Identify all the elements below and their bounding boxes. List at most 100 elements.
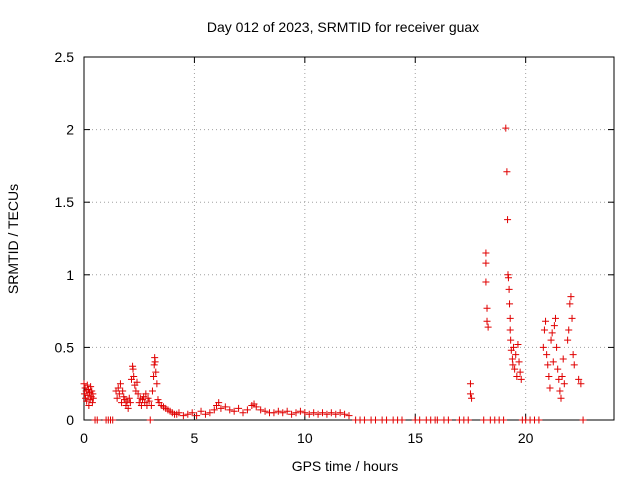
- data-point: [279, 409, 287, 417]
- data-point: [283, 407, 291, 415]
- data-point: [239, 409, 247, 417]
- data-point: [314, 410, 322, 418]
- data-point: [504, 216, 512, 224]
- data-point: [466, 390, 474, 398]
- data-point: [151, 358, 159, 366]
- data-point: [130, 372, 138, 380]
- data-point: [566, 300, 574, 308]
- data-point: [217, 404, 225, 412]
- data-point: [88, 399, 96, 407]
- tick-labels: 0 5 10 15 20 0 0.5 1 1.5 2 2.5: [55, 49, 534, 446]
- data-point: [115, 390, 123, 398]
- data-point: [509, 361, 517, 369]
- data-point: [288, 410, 296, 418]
- data-point: [134, 390, 142, 398]
- y-tick-label: 2.5: [55, 49, 75, 65]
- data-point: [179, 412, 187, 420]
- data-point: [482, 278, 490, 286]
- data-point: [296, 407, 304, 415]
- data-point: [150, 361, 158, 369]
- data-point: [543, 351, 551, 359]
- data-point: [557, 394, 565, 402]
- data-point: [398, 416, 406, 424]
- data-point: [551, 314, 559, 322]
- data-point: [319, 409, 326, 417]
- data-point: [466, 380, 474, 388]
- data-point: [305, 410, 313, 418]
- data-point: [85, 401, 93, 409]
- data-point: [535, 416, 543, 424]
- data-point: [257, 406, 265, 414]
- data-point: [292, 409, 300, 417]
- data-point: [124, 404, 132, 412]
- y-axis-label: SRMTID / TECUs: [5, 184, 21, 294]
- data-point: [193, 412, 201, 420]
- data-point: [327, 409, 335, 417]
- data-point: [577, 380, 585, 388]
- data-point: [506, 314, 514, 322]
- data-point: [560, 380, 568, 388]
- data-point: [483, 317, 491, 325]
- data-point: [261, 407, 269, 415]
- data-point: [575, 375, 583, 383]
- data-point: [341, 410, 349, 418]
- data-point: [549, 358, 557, 366]
- data-point: [555, 375, 563, 383]
- data-point: [226, 406, 234, 414]
- data-point: [480, 416, 488, 424]
- data-point: [116, 380, 124, 388]
- x-axis-label: GPS time / hours: [292, 458, 399, 474]
- data-point: [483, 304, 491, 312]
- data-point: [559, 355, 567, 363]
- data-point: [506, 326, 514, 334]
- y-tick-label: 1.5: [55, 194, 75, 210]
- x-tick-label: 10: [297, 430, 313, 446]
- data-point: [579, 416, 587, 424]
- data-point: [126, 399, 134, 407]
- data-point: [133, 378, 141, 386]
- data-point: [505, 285, 513, 293]
- data-point: [433, 416, 441, 424]
- data-point: [464, 416, 472, 424]
- data-point: [88, 387, 96, 395]
- data-point: [118, 399, 126, 407]
- data-point: [175, 409, 183, 417]
- data-point: [83, 397, 91, 405]
- data-point: [206, 409, 214, 417]
- data-point: [547, 336, 555, 344]
- data-point: [565, 326, 573, 334]
- data-point: [514, 340, 522, 348]
- data-point: [87, 383, 95, 391]
- data-point: [153, 380, 161, 388]
- data-point: [120, 393, 128, 401]
- data-point: [482, 259, 490, 267]
- data-point: [511, 365, 519, 373]
- data-point: [516, 368, 524, 376]
- data-point: [148, 387, 156, 395]
- data-point: [119, 387, 127, 395]
- data-point: [504, 274, 512, 282]
- data-point: [554, 365, 562, 373]
- data-point: [482, 249, 490, 257]
- grid: [84, 57, 614, 420]
- data-point: [332, 410, 340, 418]
- data-point: [568, 314, 576, 322]
- data-point: [147, 401, 155, 409]
- data-point: [345, 412, 353, 420]
- data-point: [142, 390, 150, 398]
- data-point: [188, 409, 196, 417]
- data-point: [468, 394, 476, 402]
- data-point: [215, 399, 223, 407]
- data-point: [93, 416, 101, 424]
- data-point: [83, 381, 91, 389]
- data-point: [197, 407, 205, 415]
- plot-frame: [83, 56, 615, 421]
- data-point: [310, 409, 318, 417]
- data-point: [270, 409, 278, 417]
- data-point: [550, 322, 558, 330]
- data-point: [546, 384, 554, 392]
- data-point: [515, 358, 523, 366]
- data-point: [146, 416, 154, 424]
- data-point: [503, 168, 511, 176]
- data-point: [570, 361, 578, 369]
